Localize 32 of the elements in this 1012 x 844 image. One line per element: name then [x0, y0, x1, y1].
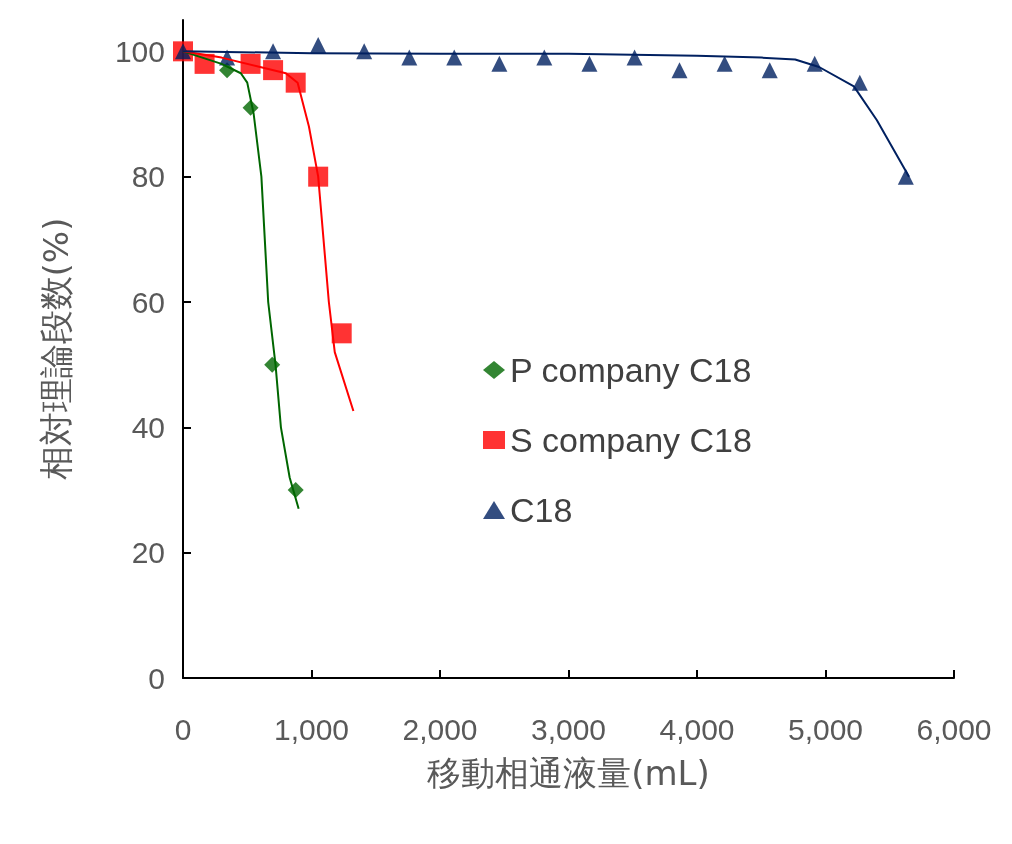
- point: [897, 168, 914, 185]
- y-tick-label: 100: [114, 34, 165, 68]
- x-tick-label: 1,000: [273, 712, 350, 746]
- point: [851, 74, 868, 91]
- point: [308, 166, 329, 187]
- point: [716, 55, 733, 72]
- point: [446, 49, 463, 66]
- point: [331, 323, 352, 344]
- legend-label: S company C18: [510, 421, 752, 459]
- y-axis-title: 相対理論段数(%): [36, 217, 76, 481]
- y-tick-label: 40: [131, 410, 165, 444]
- point: [240, 53, 261, 74]
- point: [581, 55, 598, 72]
- y-tick-label: 20: [131, 536, 165, 570]
- x-tick-label: 3,000: [530, 712, 607, 746]
- y-tick-label: 80: [131, 160, 165, 194]
- x-tick-label: 4,000: [659, 712, 735, 746]
- legend-label: P company C18: [510, 351, 752, 389]
- x-tick-label: 5,000: [787, 712, 864, 746]
- x-tick-label: 6,000: [916, 712, 992, 746]
- x-tick-label: 0: [174, 712, 192, 746]
- point: [491, 55, 508, 72]
- x-tick-label: 2,000: [402, 712, 478, 746]
- point: [626, 49, 643, 66]
- point: [761, 62, 778, 79]
- y-tick-label: 0: [148, 661, 165, 695]
- y-tick-label: 60: [131, 285, 165, 319]
- point: [671, 62, 688, 79]
- point: [401, 49, 418, 66]
- legend-label: C18: [510, 491, 573, 529]
- x-axis-title: 移動相通液量(mL): [427, 753, 710, 793]
- point: [536, 49, 553, 66]
